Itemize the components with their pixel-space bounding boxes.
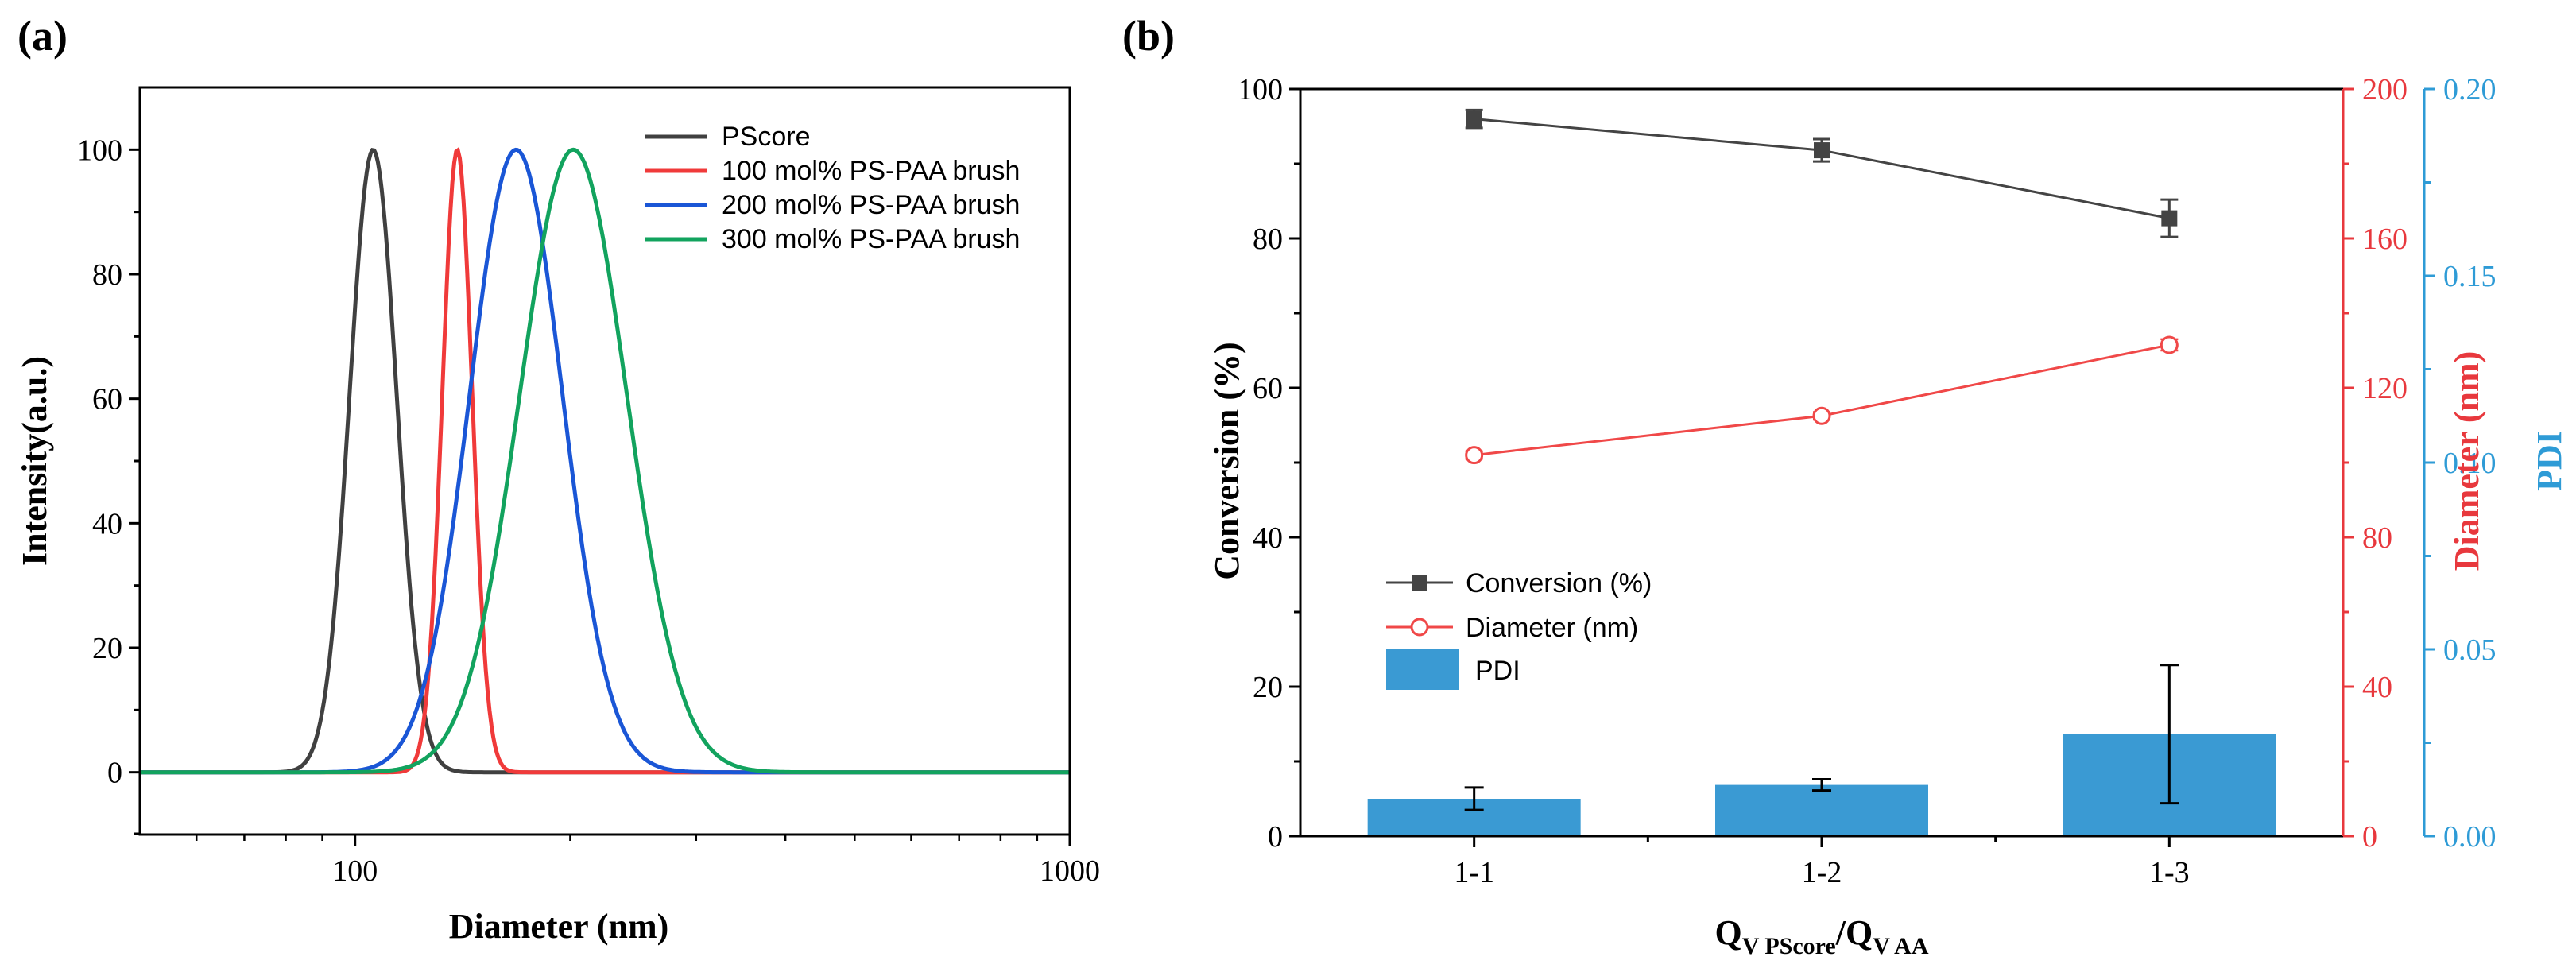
x-tick-label: 100 — [332, 854, 378, 888]
diameter-tick-label: 120 — [2362, 372, 2407, 405]
pdi-bar-1 — [1715, 784, 1928, 836]
left-tick-label: 80 — [1253, 223, 1283, 256]
panel-a-dls-chart: (a) 0 20 40 60 80 100 100 1000 Diameter (nm) I… — [15, 12, 1100, 946]
y-tick-label: 0 — [107, 757, 122, 790]
panel-b-axes: 0 20 40 60 80 100 1-1 1-2 1-3 0 40 80 120 160 200 0.00 0… — [1238, 73, 2497, 889]
panel-a-legend: PScore 100 mol% PS-PAA brush 200 mol% PS-P… — [645, 122, 1020, 254]
diameter-point-2 — [2160, 335, 2179, 354]
diameter-line — [1474, 343, 2170, 457]
pdi-tick-label: 0.20 — [2443, 73, 2497, 107]
legend-pdi-swatch — [1386, 649, 1459, 690]
panel-b-plot-area — [1367, 108, 2276, 836]
legend-conversion-marker — [1412, 575, 1427, 591]
panel-b-frame — [1299, 87, 2345, 838]
x-title-sub1: V PScore — [1742, 933, 1836, 959]
conversion-line — [1474, 118, 2170, 220]
diameter-point-0 — [1465, 446, 1484, 465]
legend-label-1: 100 mol% PS-PAA brush — [722, 156, 1020, 186]
panel-a-label: (a) — [17, 12, 68, 60]
panel-b-label: (b) — [1122, 12, 1175, 60]
left-tick-label: 0 — [1268, 820, 1283, 854]
legend-label-0: PScore — [722, 122, 811, 152]
panel-b-pdi-axis-title: PDI — [2530, 431, 2569, 491]
conversion-point-1 — [1814, 142, 1830, 159]
diameter-tick-label: 160 — [2362, 223, 2407, 256]
panel-a-x-axis-title: Diameter (nm) — [449, 907, 669, 946]
pdi-tick-label: 0.00 — [2443, 820, 2497, 854]
conversion-point-0 — [1466, 110, 1482, 127]
x-tick-label: 1000 — [1040, 854, 1100, 888]
diameter-tick-label: 80 — [2362, 521, 2392, 555]
conversion-point-2 — [2161, 210, 2178, 227]
legend-label-2: 200 mol% PS-PAA brush — [722, 190, 1020, 220]
pdi-tick-label: 0.05 — [2443, 633, 2497, 667]
left-tick-label: 40 — [1253, 521, 1283, 555]
panel-a-x-ticks: 100 1000 — [195, 835, 1100, 888]
y-tick-label: 60 — [92, 383, 122, 416]
left-tick-label: 20 — [1253, 671, 1283, 704]
panel-b-legend: Conversion (%) Diameter (nm) PDI — [1386, 568, 1652, 690]
left-tick-label: 60 — [1253, 372, 1283, 405]
x-title-mid: /Q — [1835, 913, 1873, 952]
panel-b-x-axis-title: QV PScore/QV AA — [1714, 913, 1928, 959]
y-tick-label: 80 — [92, 258, 122, 292]
diameter-point-1 — [1812, 406, 1831, 425]
x-category-label: 1-2 — [1802, 856, 1842, 889]
x-category-label: 1-3 — [2149, 856, 2190, 889]
y-tick-label: 40 — [92, 507, 122, 540]
x-title-q1: Q — [1714, 913, 1741, 952]
panel-a-y-ticks: 0 20 40 60 80 100 — [77, 134, 140, 835]
legend-label-3: 300 mol% PS-PAA brush — [722, 224, 1020, 254]
panel-b-diameter-axis-title: Diameter (nm) — [2447, 351, 2486, 571]
legend-diameter-label: Diameter (nm) — [1466, 613, 1638, 643]
panel-b-left-axis-title: Conversion (%) — [1207, 342, 1246, 579]
pdi-tick-label: 0.10 — [2443, 447, 2497, 480]
diameter-tick-label: 40 — [2362, 671, 2392, 704]
legend-pdi-label: PDI — [1475, 656, 1520, 686]
y-tick-label: 20 — [92, 632, 122, 665]
y-tick-label: 100 — [77, 134, 122, 167]
diameter-tick-label: 0 — [2362, 820, 2377, 854]
diameter-tick-label: 200 — [2362, 73, 2407, 107]
panel-a-y-axis-title: Intensity(a.u.) — [15, 356, 54, 566]
left-tick-label: 100 — [1238, 73, 1283, 107]
x-title-sub2: V AA — [1873, 933, 1929, 959]
panel-a-plot-area — [140, 146, 1070, 775]
legend-diameter-marker — [1410, 618, 1429, 637]
series-line-3 — [140, 147, 1070, 775]
legend-conversion-label: Conversion (%) — [1466, 568, 1652, 598]
pdi-tick-label: 0.15 — [2443, 260, 2497, 293]
x-category-label: 1-1 — [1454, 856, 1494, 889]
